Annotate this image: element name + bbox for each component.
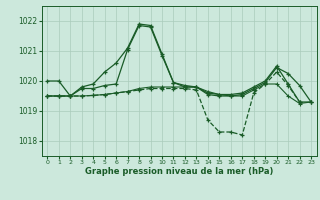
X-axis label: Graphe pression niveau de la mer (hPa): Graphe pression niveau de la mer (hPa) [85, 167, 273, 176]
